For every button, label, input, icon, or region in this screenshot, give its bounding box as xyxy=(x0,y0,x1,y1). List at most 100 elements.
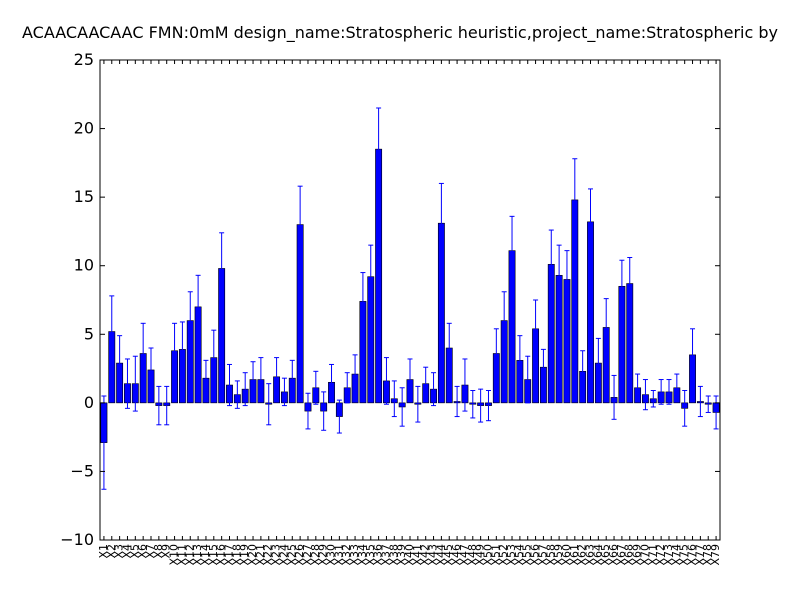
x-tick-label-X69: X69 xyxy=(631,544,644,566)
error-bar-X71 xyxy=(650,390,656,408)
error-bar-X66 xyxy=(611,374,617,420)
x-tick-label-X77: X77 xyxy=(693,544,706,566)
error-bar-X60 xyxy=(564,250,570,309)
error-bar-X51 xyxy=(493,328,499,379)
error-bar-X22 xyxy=(266,383,272,426)
error-bar-X13 xyxy=(195,274,201,339)
error-bar-X79 xyxy=(713,395,719,430)
error-bar-X57 xyxy=(540,348,546,386)
x-tick-label-X40: X40 xyxy=(403,544,416,566)
x-tick-label-X65: X65 xyxy=(599,544,612,566)
error-bar-X72 xyxy=(658,379,664,405)
x-tick-label-X42: X42 xyxy=(419,544,432,566)
x-tick-label-X55: X55 xyxy=(521,544,534,566)
y-tick-label: 0 xyxy=(84,393,94,412)
error-bar-X9 xyxy=(164,385,170,426)
error-bar-X19 xyxy=(242,372,248,407)
error-bar-X35 xyxy=(368,244,374,309)
x-tick-label-X6: X6 xyxy=(136,544,149,559)
x-tick-label-X52: X52 xyxy=(497,544,510,566)
x-tick-label-X25: X25 xyxy=(285,544,298,566)
error-bar-X55 xyxy=(525,355,531,404)
x-tick-label-X15: X15 xyxy=(207,544,220,566)
error-bar-X58 xyxy=(548,229,554,300)
x-tick-label-X29: X29 xyxy=(317,544,330,566)
x-tick-label-X44: X44 xyxy=(434,544,447,566)
y-tick-label: −5 xyxy=(70,461,94,480)
error-bar-X41 xyxy=(415,385,421,423)
x-tick-label-X27: X27 xyxy=(301,544,314,566)
x-tick-label-X62: X62 xyxy=(576,544,589,566)
x-tick-label-X41: X41 xyxy=(411,544,424,566)
y-tick-label: 5 xyxy=(84,324,94,343)
error-bar-X7 xyxy=(148,347,154,393)
x-tick-label-X72: X72 xyxy=(654,544,667,566)
y-tick-label: 20 xyxy=(74,119,94,138)
error-bar-X29 xyxy=(321,391,327,431)
error-bar-X5 xyxy=(132,355,138,412)
error-bar-X76 xyxy=(690,328,696,382)
x-tick-label-X38: X38 xyxy=(387,544,400,566)
error-bar-X20 xyxy=(250,361,256,398)
x-tick-label-X78: X78 xyxy=(701,544,714,566)
error-bar-X50 xyxy=(485,390,491,422)
error-bar-X74 xyxy=(674,373,680,402)
x-tick-label-X8: X8 xyxy=(152,544,165,559)
error-bar-X73 xyxy=(666,379,672,405)
x-tick-label-X51: X51 xyxy=(489,544,502,566)
x-tick-label-X64: X64 xyxy=(591,544,604,566)
error-bar-X39 xyxy=(399,387,405,427)
y-tick-label: 10 xyxy=(74,256,94,275)
x-tick-label-X53: X53 xyxy=(505,544,518,566)
error-bar-X53 xyxy=(509,215,515,286)
y-tick-label: 15 xyxy=(74,187,94,206)
x-tick-label-X57: X57 xyxy=(536,544,549,566)
error-bar-X23 xyxy=(274,357,280,397)
x-tick-label-X26: X26 xyxy=(293,544,306,566)
error-bar-X34 xyxy=(360,272,366,331)
x-tick-label-X12: X12 xyxy=(183,544,196,566)
error-bar-X62 xyxy=(580,350,586,393)
error-bar-X16 xyxy=(219,232,225,305)
x-tick-label-X63: X63 xyxy=(584,544,597,566)
error-bar-X10 xyxy=(172,322,178,379)
error-bar-X49 xyxy=(478,388,484,423)
x-tick-label-X43: X43 xyxy=(427,544,440,566)
x-tick-label-X36: X36 xyxy=(372,544,385,566)
error-bar-X52 xyxy=(501,291,507,350)
error-bar-X14 xyxy=(203,359,209,397)
x-tick-label-X71: X71 xyxy=(646,544,659,566)
error-bar-X44 xyxy=(438,182,444,264)
chart-title: ACAACAACAAC FMN:0mM design_name:Stratosp… xyxy=(22,23,778,43)
error-bar-X27 xyxy=(305,392,311,430)
x-tick-label-X58: X58 xyxy=(544,544,557,566)
x-tick-label-X68: X68 xyxy=(623,544,636,566)
error-bar-X36 xyxy=(376,107,382,191)
x-tick-label-X3: X3 xyxy=(113,544,126,559)
x-tick-label-X32: X32 xyxy=(340,544,353,566)
x-tick-label-X37: X37 xyxy=(379,544,392,566)
error-bar-X31 xyxy=(336,399,342,434)
error-bar-X61 xyxy=(572,158,578,242)
x-tick-label-X28: X28 xyxy=(309,544,322,566)
error-bar-X38 xyxy=(391,380,397,418)
error-bar-X65 xyxy=(603,298,609,357)
x-tick-label-X9: X9 xyxy=(160,544,173,559)
error-bars xyxy=(101,107,719,490)
x-tick-label-X48: X48 xyxy=(466,544,479,566)
error-bar-X24 xyxy=(281,377,287,407)
error-bar-X12 xyxy=(187,291,193,350)
error-bar-X30 xyxy=(329,363,335,401)
error-bar-X67 xyxy=(619,259,625,313)
error-bar-X37 xyxy=(383,357,389,405)
x-tick-label-X11: X11 xyxy=(175,544,188,566)
x-tick-label-X4: X4 xyxy=(120,544,133,559)
error-bar-X78 xyxy=(705,395,711,413)
x-tick-label-X14: X14 xyxy=(199,544,212,566)
x-tick-label-X2: X2 xyxy=(105,544,118,559)
x-tick-label-X5: X5 xyxy=(128,544,141,559)
x-axis: X1X2X3X4X5X6X7X8X9X10X11X12X13X14X15X16X… xyxy=(97,60,722,566)
x-tick-label-X79: X79 xyxy=(709,544,722,566)
error-bar-X46 xyxy=(454,385,460,418)
error-bar-X28 xyxy=(313,370,319,405)
